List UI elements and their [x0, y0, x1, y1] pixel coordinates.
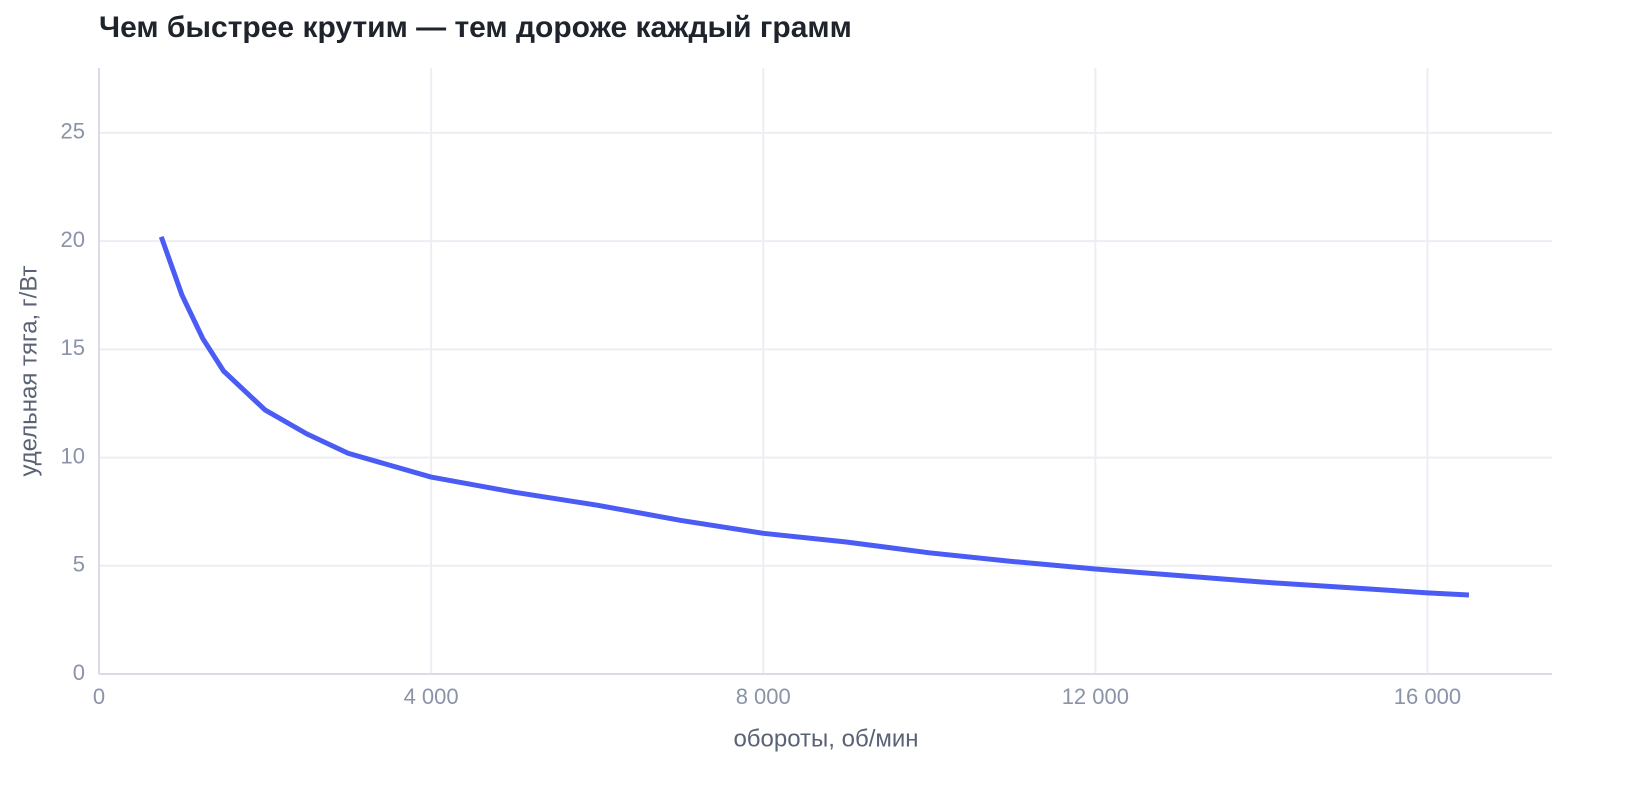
x-axis-label: обороты, об/мин [733, 725, 918, 752]
y-axis-label: удельная тяга, г/Вт [15, 265, 42, 476]
y-tick-label: 5 [73, 552, 85, 577]
y-tick-label: 0 [73, 660, 85, 685]
x-tick-label: 8 000 [736, 684, 791, 709]
x-tick-label: 0 [93, 684, 105, 709]
y-tick-label: 20 [61, 227, 85, 252]
chart-title: Чем быстрее крутим — тем дороже каждый г… [99, 11, 852, 44]
x-tick-label: 12 000 [1062, 684, 1129, 709]
x-tick-label: 4 000 [404, 684, 459, 709]
y-tick-label: 25 [61, 119, 85, 144]
y-tick-label: 10 [61, 443, 85, 468]
x-tick-label: 16 000 [1394, 684, 1461, 709]
y-tick-label: 15 [61, 335, 85, 360]
data-line [158, 235, 1470, 598]
